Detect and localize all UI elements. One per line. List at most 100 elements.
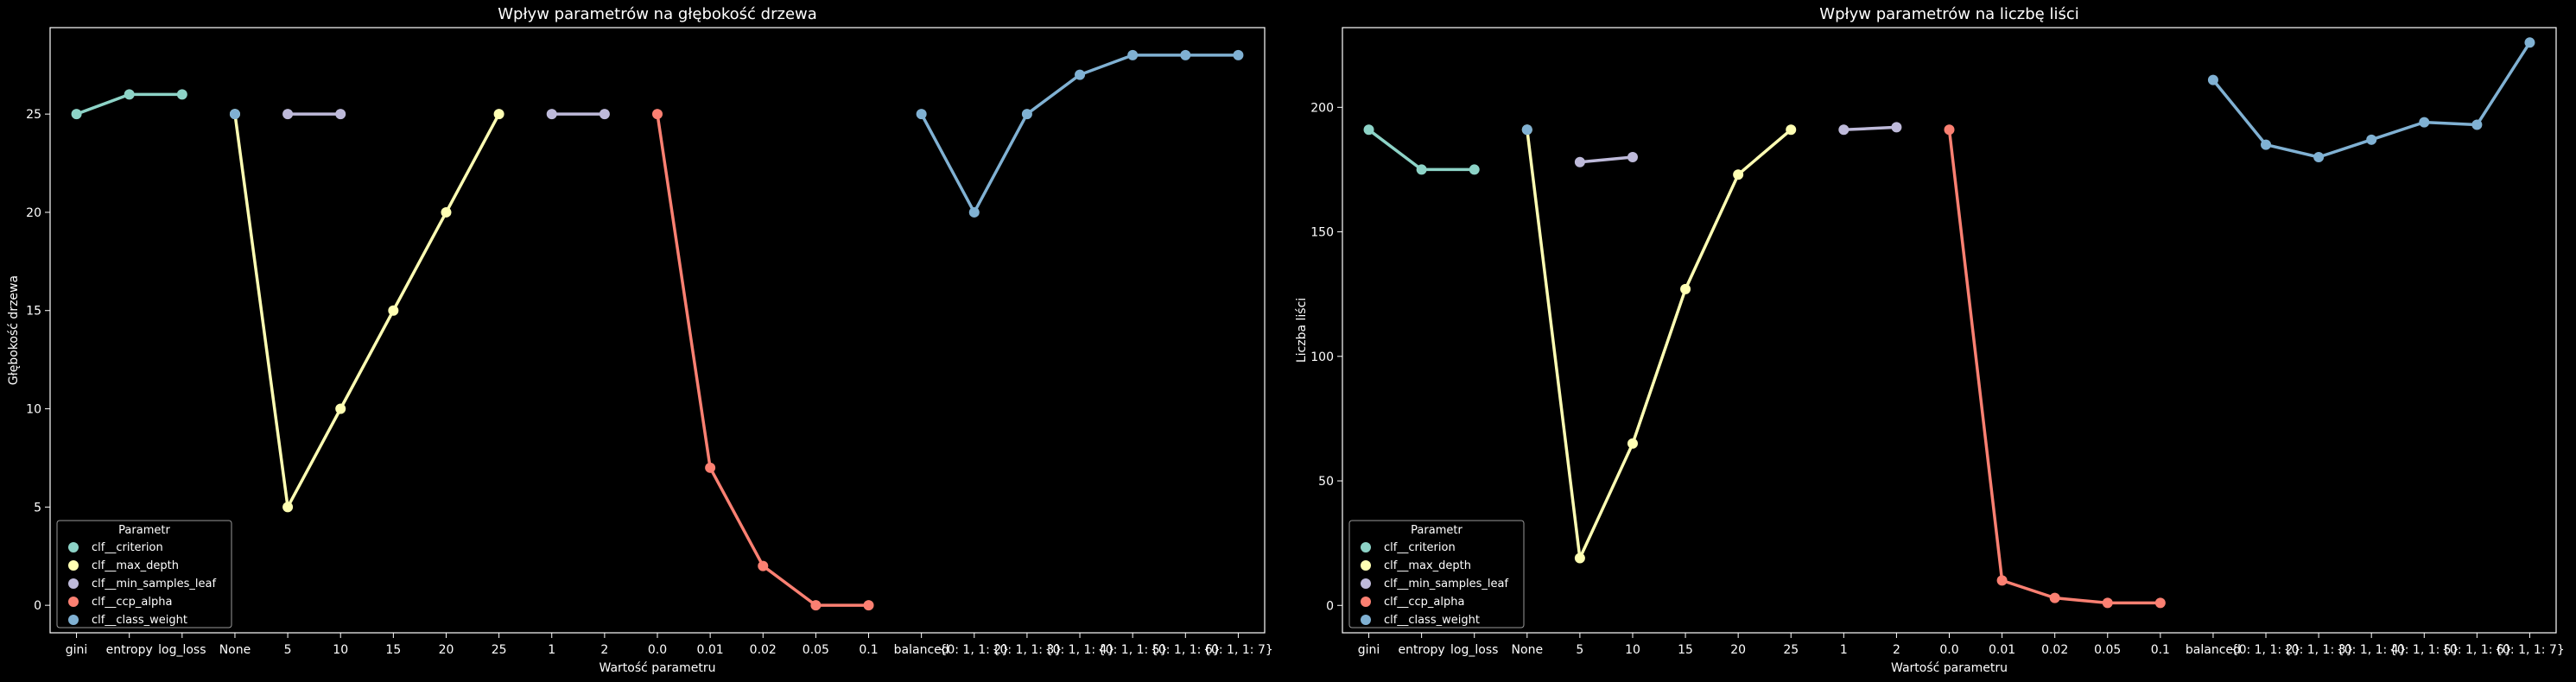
x-tick-label: 2 <box>1893 643 1900 657</box>
data-point <box>2102 597 2113 609</box>
data-point <box>282 502 294 513</box>
data-point <box>652 109 663 120</box>
legend-label: clf__max_depth <box>92 559 179 572</box>
x-tick-label: entropy <box>106 643 153 657</box>
data-point <box>2313 152 2325 163</box>
data-point <box>1574 156 1585 167</box>
x-tick-label: {0: 1, 1: 4} <box>2337 643 2407 657</box>
x-tick-label: gini <box>1358 643 1380 657</box>
data-point <box>1733 169 1744 180</box>
data-point <box>2471 119 2483 130</box>
y-axis-label: Głębokość drzewa <box>7 275 21 385</box>
series-line <box>656 113 869 607</box>
legend-marker <box>68 615 79 625</box>
x-tick-label: entropy <box>1399 643 1445 657</box>
data-point <box>335 403 346 414</box>
data-point <box>1838 124 1850 136</box>
y-tick-label: 5 <box>34 501 41 515</box>
x-tick-label: gini <box>66 643 88 657</box>
series-line <box>1947 129 2160 605</box>
series-line <box>1367 128 1475 172</box>
data-point <box>1996 575 2008 586</box>
x-tick-label: {0: 1, 1: 2} <box>939 643 1009 657</box>
chart-title: Wpływ parametrów na głębokość drzewa <box>498 5 817 23</box>
series-line <box>1579 155 1634 164</box>
legend-label: clf__min_samples_leaf <box>92 578 216 590</box>
legend-title: Parametr <box>118 524 170 537</box>
data-point <box>441 206 452 218</box>
x-tick-label: 15 <box>385 643 401 657</box>
data-point <box>229 109 240 120</box>
x-axis-label: Wartość parametru <box>1891 661 2008 675</box>
data-point <box>282 109 294 120</box>
data-point <box>546 109 557 120</box>
x-tick-label: 5 <box>1576 643 1583 657</box>
leaves-chart: Wpływ parametrów na liczbę liści05010015… <box>1295 5 2565 675</box>
legend-label: clf__criterion <box>92 541 163 554</box>
series-line <box>1526 128 1792 560</box>
legend-label: clf__class_weight <box>1384 614 1480 627</box>
series-line <box>1843 125 1897 132</box>
x-tick-label: 20 <box>439 643 454 657</box>
legend-label: clf__class_weight <box>92 614 187 627</box>
y-tick-label: 50 <box>1318 475 1334 489</box>
x-tick-label: 0.1 <box>2151 643 2170 657</box>
data-point <box>1786 124 1797 136</box>
x-tick-label: 10 <box>1625 643 1640 657</box>
legend-title: Parametr <box>1411 524 1462 537</box>
x-tick-label: 0.1 <box>859 643 878 657</box>
x-tick-label: {0: 1, 1: 4} <box>1045 643 1115 657</box>
x-tick-label: {0: 1, 1: 3} <box>2284 643 2354 657</box>
data-point <box>705 462 716 473</box>
data-point <box>1680 283 1691 294</box>
legend-label: clf__ccp_alpha <box>92 596 172 609</box>
x-tick-label: {0: 1, 1: 5} <box>1098 643 1168 657</box>
y-axis-label: Liczba liści <box>1295 298 1309 363</box>
y-tick-label: 20 <box>26 206 41 220</box>
x-tick-label: 0.01 <box>1989 643 2015 657</box>
x-tick-label: 15 <box>1678 643 1693 657</box>
data-point <box>1469 164 1480 175</box>
data-point <box>1075 69 1086 80</box>
x-tick-label: log_loss <box>158 643 206 657</box>
data-point <box>863 600 874 611</box>
legend-marker <box>1361 542 1371 553</box>
legend-marker <box>68 578 79 589</box>
data-point <box>388 305 399 316</box>
data-point <box>1416 164 1427 175</box>
x-tick-label: {0: 1, 1: 7} <box>1203 643 1273 657</box>
data-point <box>1521 124 1532 136</box>
data-point <box>916 109 927 120</box>
x-tick-label: 25 <box>1783 643 1799 657</box>
data-point <box>1574 553 1585 564</box>
data-point <box>1363 124 1374 136</box>
legend-label: clf__max_depth <box>1384 559 1471 572</box>
legend-label: clf__ccp_alpha <box>1384 596 1464 609</box>
x-tick-label: None <box>219 643 251 657</box>
x-tick-label: 0.05 <box>2094 643 2121 657</box>
x-tick-label: 0.0 <box>648 643 667 657</box>
legend-label: clf__criterion <box>1384 541 1456 554</box>
x-tick-label: 2 <box>600 643 608 657</box>
x-axis-label: Wartość parametru <box>600 661 716 675</box>
depth-chart: Wpływ parametrów na głębokość drzewa 0 5 10… <box>7 5 1273 675</box>
data-point <box>968 206 980 218</box>
data-point <box>124 89 135 100</box>
x-tick-label: 10 <box>333 643 348 657</box>
y-tick-label: 0 <box>34 599 41 613</box>
data-point <box>1180 49 1191 60</box>
data-point <box>2261 139 2272 150</box>
legend-marker <box>68 597 79 607</box>
y-tick-label: 15 <box>26 305 41 319</box>
x-tick-label: {0: 1, 1: 3} <box>993 643 1063 657</box>
legend-marker <box>1361 597 1371 607</box>
legend-marker <box>1361 560 1371 571</box>
legend-marker <box>1361 578 1371 589</box>
x-tick-label: {0: 1, 1: 6} <box>1151 643 1221 657</box>
data-point <box>1627 438 1638 449</box>
data-point <box>335 109 346 120</box>
x-tick-label: 0.0 <box>1939 643 1958 657</box>
data-point <box>71 109 82 120</box>
chart-title: Wpływ parametrów na liczbę liści <box>1819 5 2078 23</box>
